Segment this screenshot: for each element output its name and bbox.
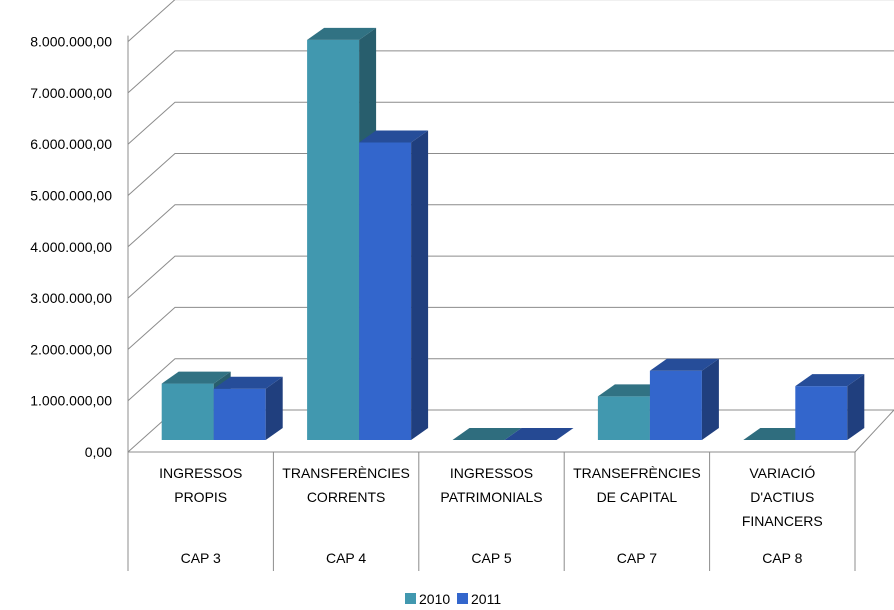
category-label: D'ACTIUS (750, 489, 814, 505)
y-axis: 0,00 1.000.000,00 2.000.000,00 3.000.000,00… (30, 34, 112, 460)
category-cap-label: CAP 3 (181, 550, 221, 566)
legend-swatch (405, 593, 416, 604)
bar-2010-cap-5[interactable] (452, 428, 522, 440)
category-label: INGRESSOS (159, 465, 242, 481)
gridline (127, 358, 894, 402)
category-label: TRANSFERÈNCIES (282, 465, 410, 481)
gridline (127, 255, 894, 299)
gridline (127, 101, 894, 145)
gridline (127, 306, 894, 350)
category-cap-label: CAP 4 (326, 550, 366, 566)
bar-2011-cap-3[interactable] (213, 376, 283, 440)
bar-2011-cap-5[interactable] (504, 428, 574, 440)
category-table: INGRESSOS PROPIS CAP 3 TRANSFERÈNCIES CORREN… (127, 451, 856, 571)
category-label: CORRENTS (307, 489, 386, 505)
legend-label: 2011 (471, 591, 501, 607)
category-label: VARIACIÓ (749, 465, 815, 481)
bar-2011-cap-7[interactable] (649, 358, 719, 440)
y-tick-label: 8.000.000,00 (30, 34, 112, 50)
y-tick-label: 3.000.000,00 (30, 290, 112, 306)
legend-swatch (457, 593, 468, 604)
y-tick-label: 6.000.000,00 (30, 136, 112, 152)
category-label: DE CAPITAL (597, 489, 678, 505)
category-label: FINANCERS (742, 513, 823, 529)
bar-2011-cap-8[interactable] (795, 374, 865, 440)
legend-label: 2010 (419, 591, 450, 607)
gridline (127, 0, 894, 42)
y-tick-label: 7.000.000,00 (30, 85, 112, 101)
category-label: PROPIS (174, 489, 227, 505)
legend[interactable]: 2010 2011 (405, 591, 501, 607)
category-label: INGRESSOS (450, 465, 533, 481)
y-tick-label: 1.000.000,00 (30, 393, 112, 409)
y-tick-label: 2.000.000,00 (30, 341, 112, 357)
category-cap-label: CAP 5 (471, 550, 511, 566)
category-label: TRANSEFRÈNCIES (573, 465, 701, 481)
category-label: PATRIMONIALS (440, 489, 542, 505)
bar-2010-cap-8[interactable] (743, 428, 813, 440)
gridline (127, 204, 894, 248)
gridline (127, 50, 894, 94)
y-tick-label: 5.000.000,00 (30, 188, 112, 204)
bar-2011-cap-4[interactable] (359, 130, 429, 440)
gridline (127, 153, 894, 196)
gridlines (127, 0, 894, 453)
floor-edge (854, 409, 894, 453)
y-tick-label: 4.000.000,00 (30, 239, 112, 255)
category-cap-label: CAP 7 (617, 550, 657, 566)
y-tick-label: 0,00 (85, 444, 112, 460)
category-cap-label: CAP 8 (762, 550, 802, 566)
bars (161, 27, 865, 441)
